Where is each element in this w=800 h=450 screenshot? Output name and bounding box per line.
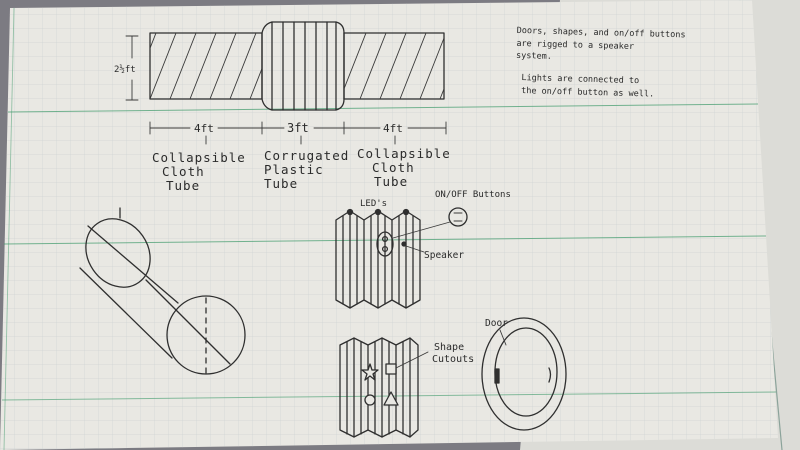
led-light-1 [346,208,354,216]
on-button [381,235,389,243]
button-plate [376,231,394,257]
svg-text:Cloth: Cloth [162,164,205,179]
svg-text:Cloth: Cloth [372,160,415,175]
svg-text:the on/off button as well.: the on/off button as well. [521,86,654,99]
svg-text:Plastic: Plastic [264,162,324,177]
left-length-label: 4ft [194,122,214,135]
tube-outer-rim [481,317,567,431]
speaker-dot [401,241,407,247]
svg-text:Tube: Tube [374,174,408,189]
design-note: Doors, shapes, and on/off buttons are ri… [516,26,686,100]
shape-cutouts-detail [339,337,429,438]
door-handle [548,367,552,383]
on-off-buttons-label: ON/OFF Buttons [435,190,511,200]
led-light-2 [374,208,382,216]
door-label: Door [485,318,508,329]
right-length-label: 4ft [383,122,403,135]
svg-text:Tube: Tube [264,176,298,191]
square-cutout [385,363,397,375]
door-end-view [481,317,567,431]
svg-text:system.: system. [516,51,552,62]
tunnel-side-view: 2½ft 4ft 3ft 4ft Collapsible Cloth Tube … [114,21,451,193]
svg-text:Lights are connected to: Lights are connected to [521,73,639,86]
height-dimension [125,35,139,101]
corrugated-plastic-tube [261,21,345,111]
middle-tube-label: Corrugated Plastic Tube [264,148,349,191]
svg-text:Doors, shapes, and on/off butt: Doors, shapes, and on/off buttons [517,26,686,40]
triangle-cutout [383,391,399,406]
corrugated-section-detail [335,207,468,309]
shape-cutouts-label-line2: Cutouts [432,354,474,365]
right-cloth-tube [343,32,445,100]
middle-length-label: 3ft [287,121,309,135]
height-label: 2½ft [114,64,136,75]
speaker-label: Speaker [424,250,464,261]
svg-text:are rigged to a speaker: are rigged to a speaker [516,39,634,52]
door-hinge [494,368,500,384]
svg-text:Collapsible: Collapsible [152,150,246,165]
svg-text:Collapsible: Collapsible [357,146,451,161]
circle-cutout [364,394,376,406]
cylinder-perspective-view [79,207,246,375]
star-cutout [361,363,379,381]
left-tube-label: Collapsible Cloth Tube [152,150,246,193]
length-dimension-line [149,121,447,145]
off-button [381,245,389,253]
svg-text:Corrugated: Corrugated [264,148,349,163]
right-tube-label: Collapsible Cloth Tube [357,146,451,189]
buttons-zoom-circle [448,207,468,227]
shape-cutouts-label-line1: Shape [434,342,464,353]
graph-paper [0,0,778,450]
led-light-3 [402,208,410,216]
leds-label: LED's [360,199,387,209]
svg-text:Tube: Tube [166,178,200,193]
